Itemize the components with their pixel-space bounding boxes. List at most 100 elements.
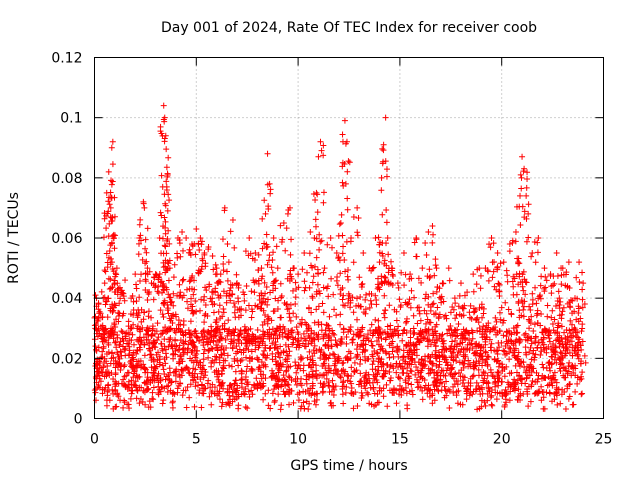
- data-point: [185, 369, 192, 376]
- data-point: [176, 237, 183, 244]
- data-point: [306, 334, 313, 341]
- data-point: [312, 362, 319, 369]
- data-point: [139, 398, 146, 405]
- data-point: [287, 251, 294, 258]
- data-point: [109, 161, 116, 168]
- data-point: [482, 348, 489, 355]
- data-point: [180, 276, 187, 283]
- data-point: [265, 387, 272, 394]
- data-point: [278, 292, 285, 299]
- data-point: [494, 369, 501, 376]
- data-point: [564, 333, 571, 340]
- data-point: [327, 235, 334, 241]
- data-point: [157, 376, 164, 383]
- data-point: [162, 224, 169, 231]
- data-point: [565, 259, 572, 266]
- data-point: [446, 327, 453, 334]
- data-point: [274, 335, 281, 342]
- data-point: [407, 271, 414, 278]
- data-point: [145, 313, 152, 320]
- data-point: [354, 232, 361, 239]
- data-point: [112, 383, 119, 390]
- data-point: [312, 197, 319, 204]
- data-point: [130, 349, 137, 356]
- data-point: [141, 309, 148, 316]
- data-point: [488, 235, 495, 241]
- data-point: [556, 334, 563, 341]
- data-point: [375, 275, 382, 282]
- data-point: [574, 380, 581, 387]
- data-point: [338, 211, 345, 218]
- data-point: [252, 384, 259, 391]
- data-point: [429, 390, 436, 397]
- data-point: [234, 348, 241, 355]
- data-point: [364, 389, 371, 396]
- data-point: [242, 248, 249, 255]
- data-point: [493, 318, 500, 325]
- data-point: [580, 280, 587, 287]
- data-point: [171, 327, 178, 334]
- data-point: [109, 284, 116, 291]
- data-point: [115, 318, 122, 325]
- data-point: [130, 321, 137, 328]
- data-point: [136, 400, 143, 407]
- data-point: [350, 405, 357, 412]
- data-point: [510, 342, 517, 349]
- data-point: [167, 334, 174, 341]
- data-point: [410, 331, 417, 338]
- data-point: [258, 265, 265, 272]
- data-point: [575, 303, 582, 310]
- data-point: [226, 362, 233, 369]
- data-point: [447, 309, 454, 316]
- data-point: [113, 344, 120, 351]
- data-point: [243, 282, 250, 289]
- data-point: [176, 281, 183, 288]
- data-point: [406, 388, 413, 395]
- data-point: [179, 392, 186, 399]
- data-point: [121, 373, 128, 380]
- data-point: [152, 282, 159, 289]
- data-point: [104, 363, 111, 370]
- data-point: [263, 231, 270, 238]
- data-point: [349, 390, 356, 397]
- data-point: [205, 347, 212, 354]
- data-point: [229, 398, 236, 405]
- data-point: [100, 326, 107, 333]
- data-point: [325, 293, 332, 300]
- data-point: [108, 144, 115, 151]
- data-point: [191, 374, 198, 381]
- data-point: [525, 316, 532, 323]
- data-point: [479, 326, 486, 333]
- data-point: [469, 335, 476, 342]
- data-point: [192, 251, 199, 258]
- data-point: [563, 343, 570, 350]
- data-point: [579, 296, 586, 303]
- data-point: [138, 363, 145, 370]
- data-point: [138, 384, 145, 391]
- data-point: [243, 340, 250, 347]
- data-point: [225, 400, 232, 407]
- data-point: [184, 305, 191, 312]
- data-point: [524, 176, 531, 183]
- data-point: [430, 231, 437, 238]
- data-point: [233, 389, 240, 396]
- data-point: [120, 376, 127, 383]
- data-point: [144, 297, 151, 304]
- data-point: [383, 207, 390, 214]
- data-point: [406, 343, 413, 350]
- data-point: [379, 211, 386, 218]
- data-point: [134, 387, 141, 394]
- data-point: [479, 314, 486, 321]
- data-point: [442, 312, 449, 319]
- data-point: [103, 250, 110, 257]
- data-point: [445, 265, 452, 272]
- data-point: [487, 394, 494, 401]
- data-point: [219, 236, 226, 243]
- data-point: [453, 312, 460, 319]
- data-point: [438, 379, 445, 386]
- data-point: [567, 317, 574, 324]
- data-point: [214, 373, 221, 380]
- data-point: [285, 373, 292, 380]
- data-point: [226, 292, 233, 299]
- data-point: [511, 347, 518, 354]
